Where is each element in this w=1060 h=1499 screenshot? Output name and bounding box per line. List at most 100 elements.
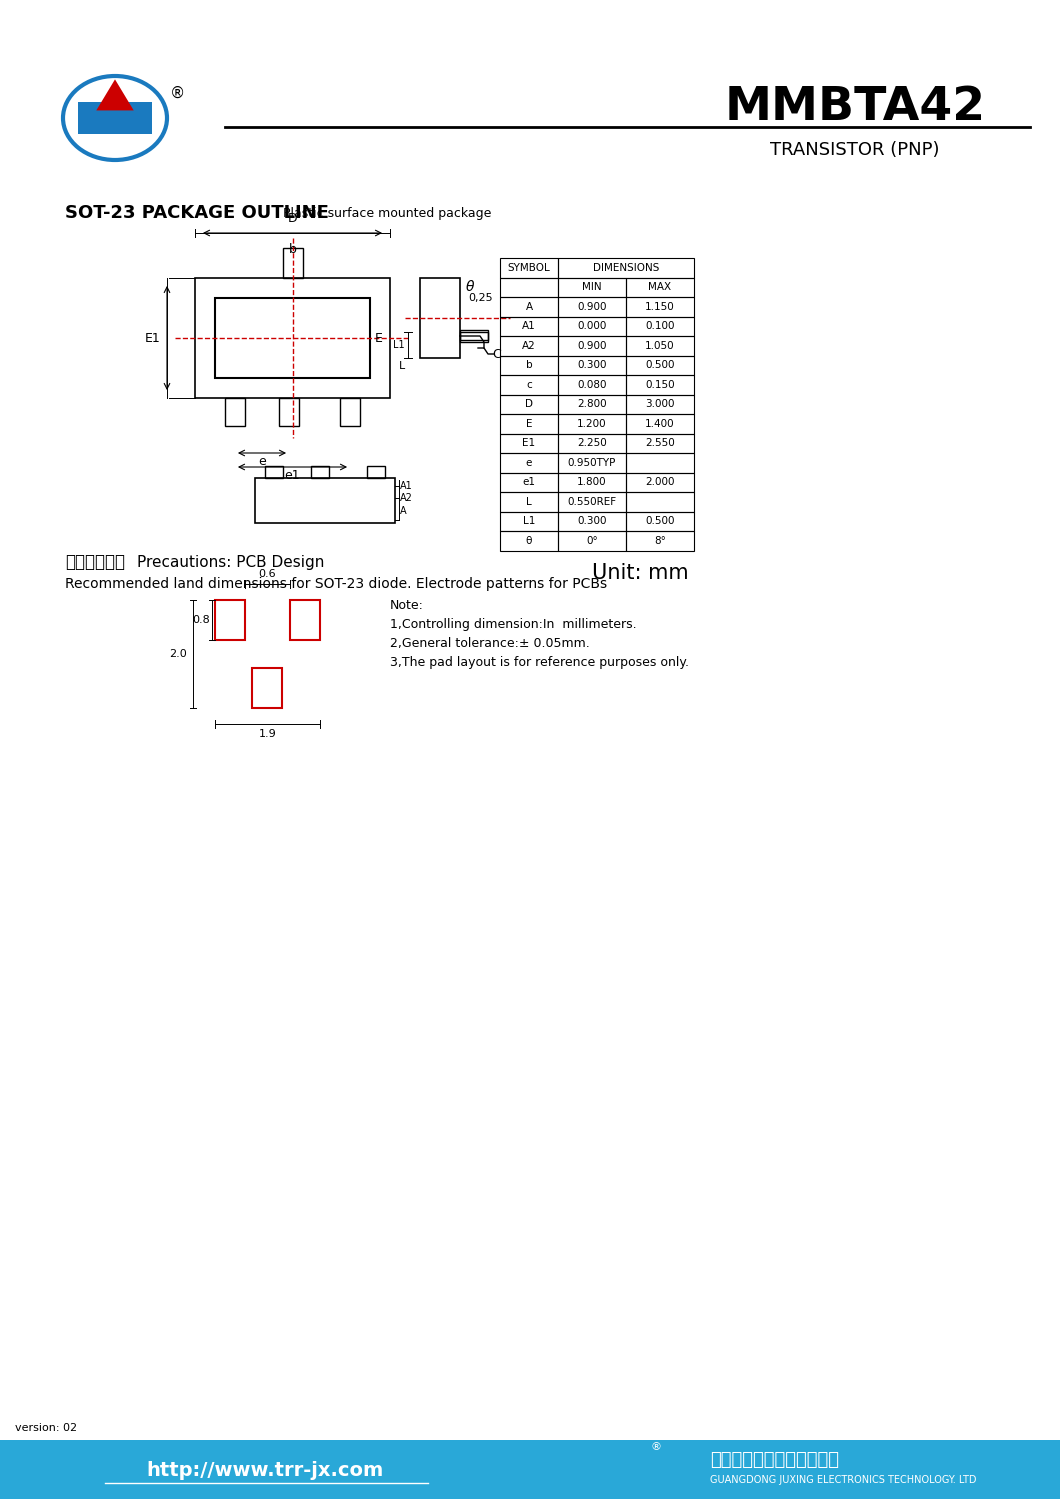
Text: 0.900: 0.900	[578, 301, 606, 312]
Text: Note:: Note:	[390, 598, 424, 612]
Bar	[265, 466, 283, 478]
Text: Unit: mm: Unit: mm	[591, 562, 688, 583]
Text: 0.150: 0.150	[646, 379, 675, 390]
Text: b: b	[526, 360, 532, 370]
Text: 2,General tolerance:± 0.05mm.: 2,General tolerance:± 0.05mm.	[390, 637, 589, 649]
Text: ®: ®	[170, 85, 184, 100]
Text: 1,Controlling dimension:In  millimeters.: 1,Controlling dimension:In millimeters.	[390, 618, 637, 631]
Bar	[195, 277, 390, 399]
Bar	[0, 1441, 1060, 1499]
Text: Plastic surface mounted package: Plastic surface mounted package	[283, 207, 492, 219]
Text: 3,The pad layout is for reference purposes only.: 3,The pad layout is for reference purpos…	[390, 655, 689, 669]
Bar	[626, 316, 694, 336]
Text: 2.0: 2.0	[170, 649, 187, 660]
Text: L: L	[399, 361, 405, 370]
Text: A1: A1	[400, 481, 412, 492]
Text: GUANGDONG JUXING ELECTRONICS TECHNOLOGY. LTD: GUANGDONG JUXING ELECTRONICS TECHNOLOGY.…	[710, 1475, 976, 1486]
Polygon shape	[636, 1462, 650, 1478]
Bar	[558, 375, 626, 394]
Text: SOT-23 PACKAGE OUTLINE: SOT-23 PACKAGE OUTLINE	[65, 204, 329, 222]
Text: ®: ®	[651, 1442, 661, 1453]
Bar	[500, 531, 558, 550]
Bar	[558, 531, 626, 550]
Bar	[500, 336, 558, 355]
Bar	[215, 298, 370, 378]
Text: 0.550REF: 0.550REF	[567, 496, 617, 507]
Bar	[500, 355, 558, 375]
Text: 3.000: 3.000	[646, 399, 675, 409]
Bar	[460, 331, 488, 340]
Bar	[367, 466, 385, 478]
Text: L1: L1	[393, 340, 405, 349]
Bar	[500, 492, 558, 511]
Bar	[500, 511, 558, 531]
Text: A2: A2	[523, 340, 536, 351]
Bar	[340, 399, 360, 426]
Bar	[500, 258, 558, 277]
Bar	[626, 433, 694, 453]
Polygon shape	[124, 102, 153, 133]
Text: 0°: 0°	[586, 535, 598, 546]
Text: 0,25: 0,25	[469, 292, 493, 303]
Bar	[626, 394, 694, 414]
Text: D: D	[525, 399, 533, 409]
Text: C: C	[492, 348, 500, 360]
Text: $\theta$: $\theta$	[465, 279, 475, 294]
Text: e: e	[526, 457, 532, 468]
Text: 0.300: 0.300	[578, 516, 606, 526]
Text: 2.800: 2.800	[578, 399, 606, 409]
Bar	[558, 355, 626, 375]
Bar	[500, 453, 558, 472]
Text: c: c	[526, 379, 532, 390]
Text: 2.550: 2.550	[646, 438, 675, 448]
Text: Recommended land dimensions for SOT-23 diode. Electrode patterns for PCBs: Recommended land dimensions for SOT-23 d…	[65, 577, 607, 591]
Text: 0.950TYP: 0.950TYP	[568, 457, 616, 468]
Polygon shape	[660, 1462, 674, 1478]
Bar	[626, 297, 694, 316]
Bar	[558, 433, 626, 453]
Text: L1: L1	[523, 516, 535, 526]
Text: 0.900: 0.900	[578, 340, 606, 351]
Bar	[558, 414, 626, 433]
Bar	[215, 600, 245, 640]
Polygon shape	[650, 1462, 660, 1478]
Text: 0.6: 0.6	[259, 570, 277, 579]
Text: L: L	[526, 496, 532, 507]
Text: 0.500: 0.500	[646, 360, 675, 370]
Text: E: E	[526, 418, 532, 429]
Bar	[500, 277, 558, 297]
Text: 1.9: 1.9	[259, 729, 277, 739]
Text: DIMENSIONS: DIMENSIONS	[593, 262, 659, 273]
Text: MIN: MIN	[582, 282, 602, 292]
Text: 焊盘设计参考: 焊盘设计参考	[65, 553, 125, 571]
Text: MMBTA42: MMBTA42	[724, 84, 986, 129]
Bar	[626, 511, 694, 531]
Text: E1: E1	[145, 331, 161, 345]
Bar	[558, 453, 626, 472]
Text: E1: E1	[523, 438, 535, 448]
Bar	[626, 492, 694, 511]
Text: D: D	[287, 211, 297, 225]
Text: 8°: 8°	[654, 535, 666, 546]
Bar	[500, 394, 558, 414]
Bar	[420, 277, 460, 358]
Text: A: A	[526, 301, 532, 312]
Bar	[500, 297, 558, 316]
Text: Precautions: PCB Design: Precautions: PCB Design	[137, 555, 324, 570]
Bar	[558, 316, 626, 336]
Bar	[558, 394, 626, 414]
Bar	[500, 433, 558, 453]
Text: TRANSISTOR (PNP): TRANSISTOR (PNP)	[771, 141, 940, 159]
Polygon shape	[646, 1450, 665, 1466]
Bar	[500, 375, 558, 394]
Bar	[252, 669, 282, 708]
Text: e: e	[259, 456, 266, 468]
Bar	[558, 297, 626, 316]
Bar	[225, 399, 245, 426]
Bar	[279, 399, 299, 426]
Text: 1.400: 1.400	[646, 418, 675, 429]
Text: 2.000: 2.000	[646, 477, 675, 487]
Text: http://www.trr-jx.com: http://www.trr-jx.com	[146, 1460, 384, 1480]
Ellipse shape	[63, 76, 167, 160]
Bar	[626, 355, 694, 375]
